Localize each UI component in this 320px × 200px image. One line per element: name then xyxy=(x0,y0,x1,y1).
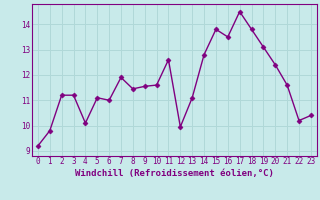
X-axis label: Windchill (Refroidissement éolien,°C): Windchill (Refroidissement éolien,°C) xyxy=(75,169,274,178)
